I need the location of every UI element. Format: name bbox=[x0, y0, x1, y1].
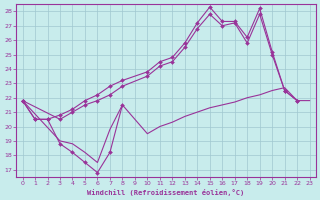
X-axis label: Windchill (Refroidissement éolien,°C): Windchill (Refroidissement éolien,°C) bbox=[87, 189, 245, 196]
